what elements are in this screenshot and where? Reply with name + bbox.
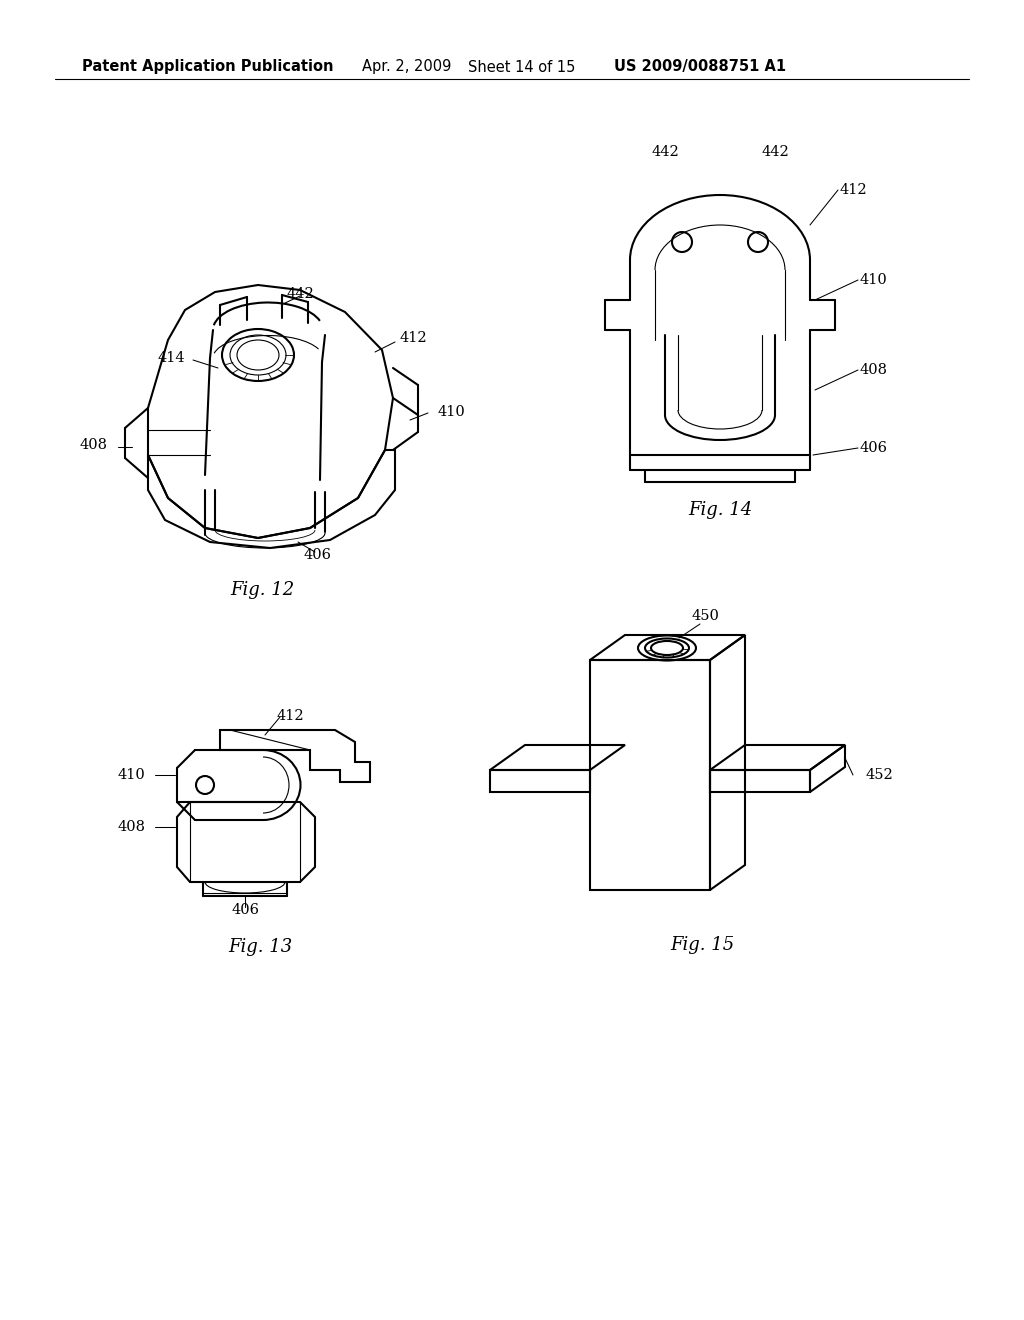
Text: 406: 406: [304, 548, 332, 562]
Text: Fig. 12: Fig. 12: [229, 581, 294, 599]
Text: 410: 410: [438, 405, 466, 418]
Text: 408: 408: [117, 820, 145, 834]
Text: Fig. 15: Fig. 15: [670, 936, 734, 954]
Text: 450: 450: [691, 609, 719, 623]
Text: 412: 412: [276, 709, 304, 723]
Text: Sheet 14 of 15: Sheet 14 of 15: [468, 59, 575, 74]
Text: Patent Application Publication: Patent Application Publication: [82, 59, 334, 74]
Text: Fig. 13: Fig. 13: [228, 939, 292, 956]
Text: Fig. 14: Fig. 14: [688, 502, 752, 519]
Text: 414: 414: [158, 351, 185, 366]
Text: US 2009/0088751 A1: US 2009/0088751 A1: [614, 59, 786, 74]
Text: 442: 442: [761, 145, 788, 158]
Text: 408: 408: [80, 438, 108, 451]
Text: 410: 410: [118, 768, 145, 781]
Text: 452: 452: [865, 768, 893, 781]
Text: 410: 410: [860, 273, 888, 286]
Text: 442: 442: [286, 286, 314, 301]
Text: Apr. 2, 2009: Apr. 2, 2009: [362, 59, 452, 74]
Text: 406: 406: [860, 441, 888, 455]
Text: 406: 406: [231, 903, 259, 917]
Text: 412: 412: [400, 331, 428, 345]
Text: 442: 442: [651, 145, 679, 158]
Text: 408: 408: [860, 363, 888, 378]
Text: 412: 412: [840, 183, 867, 197]
